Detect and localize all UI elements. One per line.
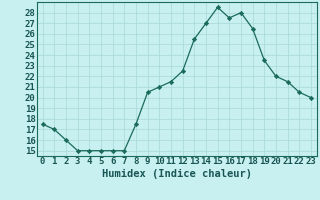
X-axis label: Humidex (Indice chaleur): Humidex (Indice chaleur) xyxy=(102,169,252,179)
